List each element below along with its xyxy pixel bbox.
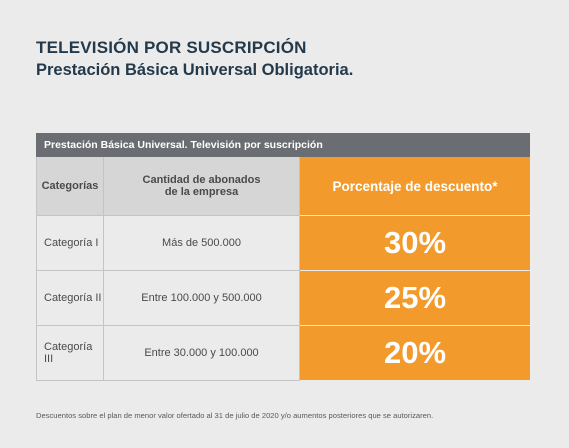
row-1-discount: 30% xyxy=(300,216,530,271)
row-2-subscribers: Entre 100.000 y 500.000 xyxy=(104,271,300,326)
discount-table: Prestación Básica Universal. Televisión … xyxy=(36,133,530,381)
row-3-discount: 20% xyxy=(300,326,530,381)
footnote: Descuentos sobre el plan de menor valor … xyxy=(36,411,434,420)
page-title: TELEVISIÓN POR SUSCRIPCIÓN xyxy=(36,38,307,57)
row-3-category: Categoría III xyxy=(36,326,104,381)
column-header-discount: Porcentaje de descuento* xyxy=(300,157,530,216)
row-2-category: Categoría II xyxy=(36,271,104,326)
row-1-subscribers: Más de 500.000 xyxy=(104,216,300,271)
row-1-category: Categoría I xyxy=(36,216,104,271)
table-caption: Prestación Básica Universal. Televisión … xyxy=(36,133,530,157)
table-grid: Categorías Cantidad de abonados de la em… xyxy=(36,157,530,381)
row-3-subscribers: Entre 30.000 y 100.000 xyxy=(104,326,300,381)
column-header-categories: Categorías xyxy=(36,157,104,216)
column-header-subscribers: Cantidad de abonados de la empresa xyxy=(104,157,300,216)
row-2-discount: 25% xyxy=(300,271,530,326)
page-subtitle: Prestación Básica Universal Obligatoria. xyxy=(36,61,354,79)
